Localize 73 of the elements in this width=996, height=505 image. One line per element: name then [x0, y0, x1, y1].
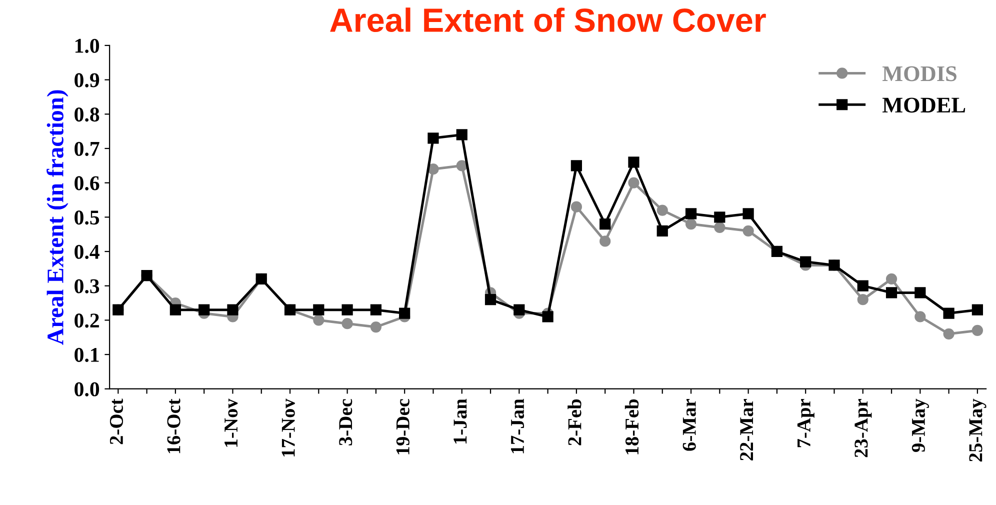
y-tick-label: 0.9	[74, 73, 100, 88]
point	[943, 308, 954, 319]
point	[342, 318, 353, 330]
point	[685, 218, 697, 230]
x-tick-label: 3-Dec	[339, 399, 352, 446]
point	[600, 236, 611, 247]
y-tick-label: 0.6	[74, 176, 100, 190]
y-axis-title: Areal Extent (in fraction)	[46, 90, 68, 345]
point	[857, 280, 868, 292]
point	[628, 156, 640, 168]
point	[656, 204, 668, 216]
x-tick-label: 7-Apr	[797, 398, 814, 448]
y-tick-label: 0.7	[74, 142, 100, 156]
x-tick-label: 17-Nov	[282, 398, 295, 456]
point	[600, 218, 611, 230]
point	[313, 314, 324, 326]
y-tick-label: 0.2	[74, 314, 99, 328]
x-tick-label: 1-Jan	[454, 398, 467, 444]
point	[628, 177, 640, 188]
point	[370, 304, 382, 316]
y-tick-label: 1.0	[75, 38, 100, 53]
x-tick-label: 22-Mar	[740, 398, 754, 460]
point	[428, 164, 439, 175]
point	[456, 160, 468, 172]
x-tick-label: 23-Apr	[854, 398, 872, 458]
x-tick-label: 1-Nov	[224, 398, 238, 447]
legend-label: MODIS	[882, 66, 956, 82]
point	[886, 287, 898, 298]
point	[313, 304, 324, 316]
point	[742, 208, 754, 220]
point	[914, 311, 926, 322]
point	[570, 160, 582, 172]
y-tick-label: 0.3	[74, 279, 100, 294]
point	[742, 225, 754, 236]
point	[570, 201, 582, 212]
point	[685, 208, 697, 220]
point	[514, 304, 525, 316]
point	[542, 311, 554, 322]
x-tick-label: 2-Feb	[568, 399, 582, 446]
point	[198, 304, 210, 316]
point	[484, 294, 496, 306]
point	[227, 304, 238, 316]
point	[656, 225, 668, 236]
point	[972, 324, 984, 336]
x-tick-label: 17-Jan	[510, 398, 524, 454]
point	[399, 308, 410, 319]
point	[714, 212, 726, 223]
y-tick-label: 0.0	[74, 382, 100, 396]
point	[170, 304, 181, 316]
x-tick-label: 2-Oct	[110, 398, 124, 444]
point	[914, 287, 926, 298]
x-tick-label: 25-May	[969, 398, 986, 462]
point	[857, 294, 868, 306]
x-tick-label: 19-Dec	[396, 399, 410, 454]
point	[972, 304, 984, 316]
point	[370, 321, 382, 333]
x-tick-label: 6-Mar	[682, 398, 696, 451]
x-tick-label: 18-Feb	[624, 399, 639, 454]
x-tick-label: 9-May	[912, 398, 929, 452]
point	[886, 273, 898, 285]
point	[342, 304, 353, 316]
point	[714, 222, 726, 234]
point	[428, 132, 439, 144]
x-tick-label: 16-Oct	[167, 398, 180, 454]
point	[943, 328, 954, 340]
y-tick-label: 0.4	[74, 244, 100, 260]
y-tick-label: 0.8	[74, 108, 100, 122]
legend-label: MODEL	[882, 98, 966, 113]
point	[456, 129, 468, 140]
chart-title: Areal Extent of Snow Cover	[330, 8, 766, 32]
point	[800, 256, 812, 268]
y-tick-label: 0.5	[74, 210, 100, 225]
y-tick-label: 0.1	[74, 348, 99, 362]
